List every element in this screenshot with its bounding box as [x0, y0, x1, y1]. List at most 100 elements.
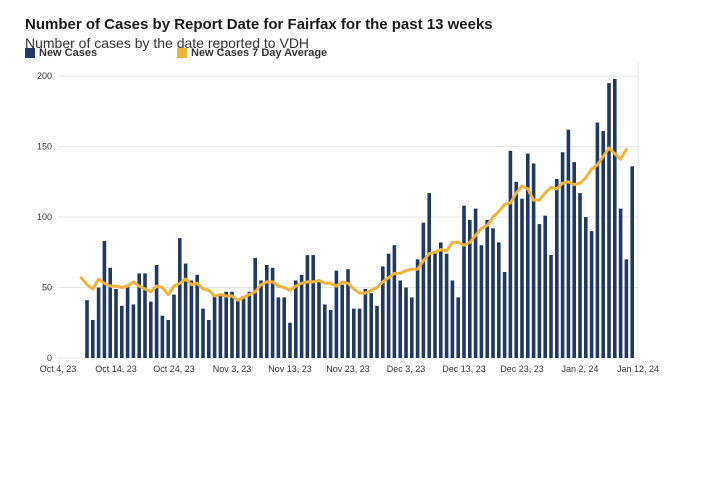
bar-new-cases[interactable]: [595, 122, 600, 358]
bar-new-cases[interactable]: [137, 273, 141, 358]
bar-new-cases[interactable]: [195, 274, 199, 358]
bar-new-cases[interactable]: [178, 238, 182, 358]
bar-new-cases[interactable]: [96, 287, 101, 358]
bar-new-cases[interactable]: [357, 308, 362, 358]
bar-new-cases[interactable]: [172, 294, 176, 358]
bar-new-cases[interactable]: [497, 242, 501, 358]
bar-new-cases[interactable]: [555, 178, 559, 358]
bar-new-cases[interactable]: [398, 280, 402, 358]
bar-new-cases[interactable]: [485, 219, 489, 358]
bar-new-cases[interactable]: [468, 219, 472, 358]
bar-new-cases[interactable]: [415, 259, 420, 358]
bar-new-cases[interactable]: [375, 305, 379, 358]
bar-new-cases[interactable]: [323, 304, 327, 358]
bar-new-cases[interactable]: [294, 280, 298, 358]
bar-new-cases[interactable]: [601, 131, 605, 358]
bar-new-cases[interactable]: [218, 295, 223, 358]
bar-new-cases[interactable]: [166, 319, 170, 358]
bar-new-cases[interactable]: [526, 153, 530, 358]
bar-new-cases[interactable]: [189, 280, 194, 358]
bar-new-cases[interactable]: [450, 280, 455, 358]
bar-new-cases[interactable]: [317, 281, 321, 358]
bar-new-cases[interactable]: [265, 264, 269, 358]
bar-new-cases[interactable]: [456, 297, 460, 358]
bar-new-cases[interactable]: [305, 255, 310, 358]
bar-new-cases[interactable]: [346, 269, 350, 358]
bar-new-cases[interactable]: [334, 270, 339, 358]
bar-new-cases[interactable]: [520, 198, 524, 358]
bar-new-cases[interactable]: [149, 301, 153, 358]
bar-new-cases[interactable]: [236, 298, 240, 358]
bar-new-cases[interactable]: [230, 291, 234, 358]
bar-new-cases[interactable]: [311, 255, 315, 358]
bar-new-cases[interactable]: [85, 300, 89, 358]
bar-new-cases[interactable]: [299, 274, 304, 358]
bar-new-cases[interactable]: [502, 272, 507, 358]
x-tick-label: Nov 23, 23: [326, 364, 370, 374]
bar-new-cases[interactable]: [102, 241, 107, 358]
bar-new-cases[interactable]: [247, 291, 252, 358]
bar-new-cases[interactable]: [589, 231, 594, 358]
bar-new-cases[interactable]: [143, 273, 147, 358]
bar-new-cases[interactable]: [473, 208, 478, 358]
bar-new-cases[interactable]: [282, 297, 286, 358]
bar-new-cases[interactable]: [363, 288, 368, 358]
bar-new-cases[interactable]: [392, 245, 397, 358]
bar-new-cases[interactable]: [531, 163, 536, 358]
bar-new-cases[interactable]: [404, 287, 408, 358]
x-tick-label: Oct 24, 23: [153, 364, 195, 374]
bar-new-cases[interactable]: [444, 253, 449, 358]
legend-item-7-day-average[interactable]: New Cases 7 Day Average: [177, 47, 327, 59]
bar-new-cases[interactable]: [183, 263, 188, 358]
bar-new-cases[interactable]: [352, 308, 356, 358]
bar-new-cases[interactable]: [224, 291, 228, 358]
bar-new-cases[interactable]: [630, 166, 634, 358]
bar-new-cases[interactable]: [613, 78, 617, 359]
bar-new-cases[interactable]: [328, 310, 333, 358]
bar-new-cases[interactable]: [410, 297, 414, 358]
bar-new-cases[interactable]: [207, 319, 211, 358]
bar-new-cases[interactable]: [381, 266, 385, 358]
bar-new-cases[interactable]: [578, 193, 582, 358]
bar-new-cases[interactable]: [421, 222, 426, 358]
line-7-day-average[interactable]: [79, 146, 628, 302]
bar-new-cases[interactable]: [433, 250, 437, 358]
bar-new-cases[interactable]: [201, 308, 205, 358]
bar-new-cases[interactable]: [514, 181, 518, 358]
bar-new-cases[interactable]: [607, 83, 611, 359]
bar-new-cases[interactable]: [276, 297, 281, 358]
bar-new-cases[interactable]: [479, 245, 484, 358]
bar-new-cases[interactable]: [91, 319, 95, 358]
bar-new-cases[interactable]: [160, 315, 165, 358]
bar-new-cases[interactable]: [241, 295, 246, 358]
bar-new-cases[interactable]: [462, 205, 466, 358]
bar-new-cases[interactable]: [386, 253, 391, 358]
bar-new-cases[interactable]: [543, 215, 547, 358]
bar-new-cases[interactable]: [566, 129, 571, 358]
bar-new-cases[interactable]: [131, 304, 136, 358]
bar-new-cases[interactable]: [537, 224, 542, 358]
bar-new-cases[interactable]: [154, 264, 159, 358]
bar-new-cases[interactable]: [259, 280, 263, 358]
bar-new-cases[interactable]: [508, 150, 513, 358]
bar-new-cases[interactable]: [212, 295, 217, 358]
legend-item-new-cases[interactable]: New Cases: [25, 47, 97, 59]
bar-new-cases[interactable]: [618, 208, 623, 358]
bar-new-cases[interactable]: [120, 305, 124, 358]
bar-new-cases[interactable]: [114, 288, 118, 358]
bar-new-cases[interactable]: [253, 257, 257, 358]
bar-new-cases[interactable]: [491, 228, 495, 358]
bar-new-cases[interactable]: [560, 152, 565, 358]
bar-new-cases[interactable]: [270, 267, 275, 358]
bar-new-cases[interactable]: [427, 193, 431, 358]
bar-new-cases[interactable]: [125, 284, 130, 358]
bar-new-cases[interactable]: [624, 259, 629, 358]
bar-new-cases[interactable]: [288, 322, 292, 358]
bar-new-cases[interactable]: [108, 267, 112, 358]
bar-new-cases[interactable]: [369, 293, 373, 358]
bar-new-cases[interactable]: [340, 284, 344, 358]
bar-new-cases[interactable]: [572, 162, 576, 358]
bar-new-cases[interactable]: [439, 242, 443, 358]
bar-new-cases[interactable]: [549, 255, 553, 358]
bar-new-cases[interactable]: [584, 217, 588, 358]
